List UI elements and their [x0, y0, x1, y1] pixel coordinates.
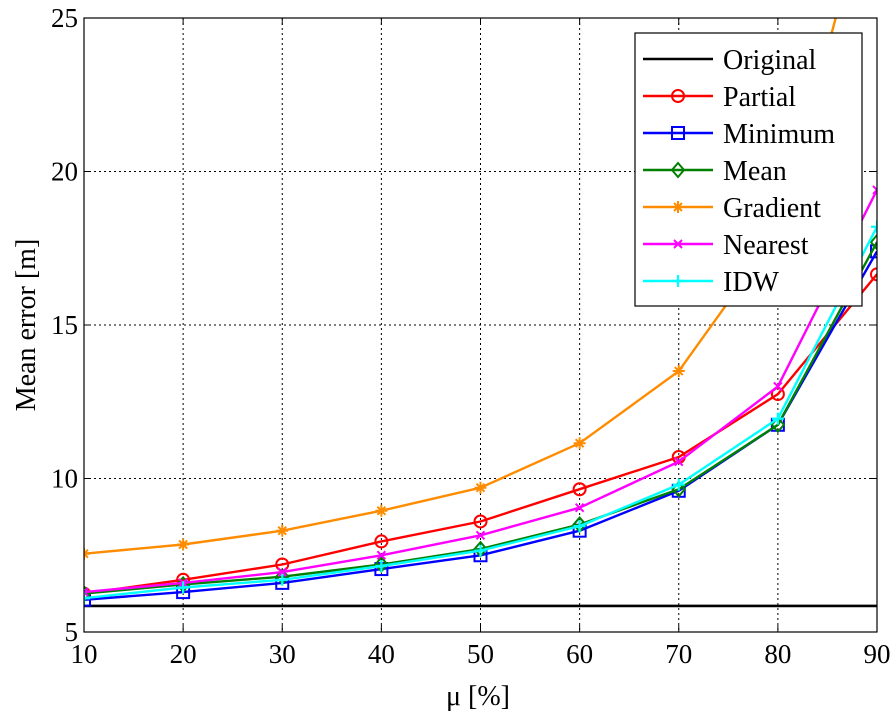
legend-label: IDW [723, 267, 780, 298]
data-point [276, 524, 289, 537]
data-point [673, 239, 683, 249]
data-point [872, 185, 877, 195]
data-point [870, 267, 877, 282]
x-tick-label: 50 [467, 639, 494, 669]
series-nearest [84, 185, 877, 597]
data-point [672, 201, 684, 213]
y-tick-label: 25 [51, 3, 78, 33]
legend-label: Minimum [723, 119, 835, 150]
data-point [773, 381, 783, 392]
data-point [672, 365, 685, 378]
data-point [574, 502, 585, 513]
y-tick-label: 20 [51, 157, 78, 187]
data-point [474, 544, 487, 557]
data-point [869, 233, 877, 251]
x-tick-label: 70 [665, 639, 692, 669]
legend-item: Minimum [643, 119, 835, 150]
data-point [177, 538, 190, 551]
data-point [84, 592, 90, 605]
data-point [376, 550, 387, 560]
legend-label: Nearest [723, 230, 809, 261]
data-point [871, 220, 877, 233]
data-point [671, 89, 685, 103]
data-point [572, 482, 587, 497]
legend-label: Original [723, 45, 817, 76]
legend-label: Mean [723, 156, 787, 187]
data-point [672, 478, 685, 491]
legend-label: Partial [723, 82, 796, 113]
x-tick-label: 90 [864, 639, 891, 669]
legend-label: Gradient [723, 193, 821, 224]
data-point [84, 587, 89, 597]
data-point [672, 275, 684, 287]
data-point [770, 387, 785, 402]
x-tick-label: 40 [368, 639, 395, 669]
y-tick-label: 5 [65, 617, 79, 647]
legend-item: IDW [643, 267, 780, 298]
data-point [573, 520, 586, 533]
data-point [374, 534, 389, 549]
legend: Original Partial Minimum Mean Gradient Neares… [634, 32, 863, 307]
x-axis-label: μ [%] [446, 681, 510, 712]
y-axis-label: Mean error [m] [11, 239, 42, 412]
x-tick-label: 60 [566, 639, 593, 669]
legend-item: Nearest [643, 230, 809, 261]
legend-item: Partial [643, 82, 796, 113]
data-point [771, 412, 784, 425]
data-point [276, 573, 289, 586]
legend-item: Gradient [643, 193, 821, 224]
series-line [84, 273, 877, 595]
data-point [671, 126, 685, 140]
legend-item: Original [643, 45, 817, 76]
y-tick-label: 10 [51, 464, 78, 494]
y-tick-label: 15 [51, 310, 78, 340]
data-point [475, 530, 486, 541]
data-point [670, 161, 686, 179]
x-tick-label: 30 [269, 639, 296, 669]
data-point [375, 504, 388, 517]
series-idw [84, 220, 877, 605]
data-point [177, 581, 190, 594]
plot-area [84, 18, 877, 608]
data-point [573, 437, 586, 450]
data-point [474, 481, 487, 494]
x-tick-label: 10 [71, 639, 98, 669]
data-point [277, 567, 287, 577]
data-point [375, 559, 388, 572]
data-point [473, 514, 488, 529]
data-point [84, 592, 91, 607]
legend-item: Mean [643, 156, 787, 187]
x-tick-label: 80 [764, 639, 791, 669]
data-point [674, 456, 684, 467]
x-tick-label: 20 [170, 639, 197, 669]
